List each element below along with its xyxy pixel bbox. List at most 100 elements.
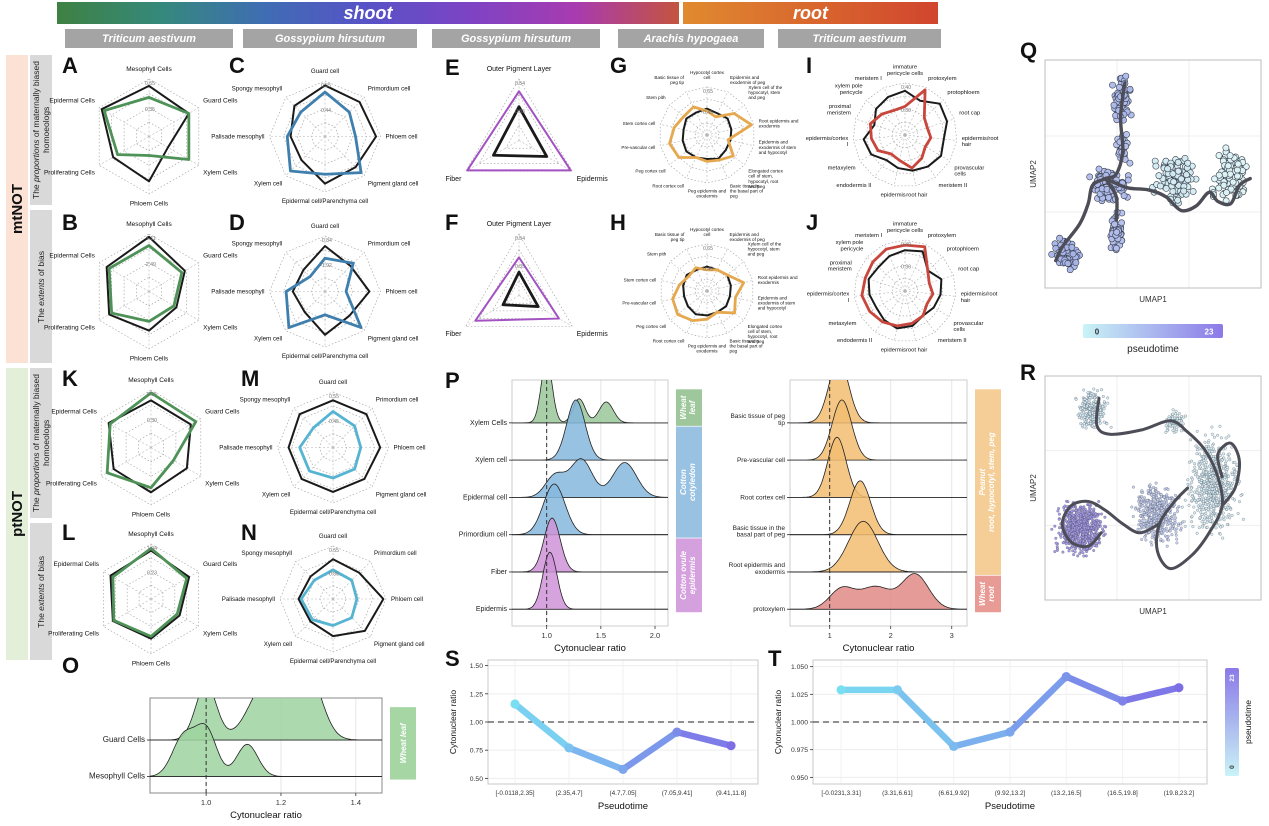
panel-letter-q: Q [1020, 38, 1038, 63]
svg-text:Fiber: Fiber [445, 176, 462, 183]
svg-text:Xylem cell: Xylem cell [254, 335, 282, 342]
panel-letter-s: S [445, 646, 460, 671]
ridge-plot-left: Xylem Cells Xylem cell Epidermal cell Primo… [459, 379, 702, 654]
svg-text:Spongy mesophyll: Spongy mesophyll [241, 550, 292, 557]
svg-text:-1.11: -1.11 [144, 236, 156, 242]
svg-text:protophloem: protophloem [947, 247, 979, 253]
svg-text:23: 23 [1205, 328, 1214, 337]
svg-text:Peg cortex cell: Peg cortex cell [636, 324, 666, 329]
radar-chart-n: 0.55 0.35 Guard cell Primordium cell Phloem … [222, 533, 425, 665]
svg-text:0.54: 0.54 [515, 236, 525, 242]
svg-text:Phloem Cells: Phloem Cells [132, 512, 171, 519]
svg-text:1.050: 1.050 [791, 664, 808, 671]
svg-text:Wheatleaf: Wheatleaf [679, 395, 697, 419]
radar-chart-l: 1.04 0.23 Mesophyll Cells Guard Cells Xylem … [48, 531, 238, 668]
svg-text:Pigment gland cell: Pigment gland cell [374, 641, 425, 648]
root-gradient-bar: root [683, 2, 938, 24]
svg-text:Guard Cells: Guard Cells [203, 97, 238, 104]
svg-text:metaxylem: metaxylem [828, 321, 856, 327]
svg-text:Proliferating Cells: Proliferating Cells [48, 631, 100, 638]
svg-text:Proliferating Cells: Proliferating Cells [44, 324, 96, 331]
svg-text:Mesophyll Cells: Mesophyll Cells [128, 377, 174, 384]
svg-text:Guard cell: Guard cell [311, 223, 339, 230]
svg-text:0.35: 0.35 [515, 109, 525, 115]
svg-text:Outer Pigment Layer: Outer Pigment Layer [487, 221, 552, 228]
species-header-5: Triticum aestivum [778, 29, 941, 48]
svg-text:0: 0 [1229, 765, 1236, 769]
panel-letter-j: J [806, 210, 819, 235]
panel-letter-c: C [229, 53, 245, 78]
svg-text:(6.61,9.92]: (6.61,9.92] [938, 790, 969, 797]
radar-chart-b: -1.11 -2.49 Mesophyll Cells Guard Cells Xyle… [44, 221, 238, 363]
svg-text:Stem pith: Stem pith [646, 95, 666, 100]
svg-text:Primordium cell: Primordium cell [368, 86, 411, 93]
svg-text:(2.35,4.7]: (2.35,4.7] [555, 790, 582, 797]
svg-text:Epidermal Cells: Epidermal Cells [54, 561, 100, 568]
svg-text:1.025: 1.025 [791, 692, 808, 699]
svg-text:Xylem Cells: Xylem Cells [203, 169, 238, 176]
svg-text:0.55: 0.55 [145, 81, 155, 87]
svg-text:Stem cortex cell: Stem cortex cell [624, 277, 657, 282]
svg-text:Peg cortex cell: Peg cortex cell [635, 169, 665, 174]
svg-text:Palisade mesophyll: Palisade mesophyll [211, 289, 264, 296]
svg-text:Guard Cells: Guard Cells [205, 408, 240, 415]
svg-text:Pigment gland cell: Pigment gland cell [368, 335, 419, 342]
svg-text:Epidermis: Epidermis [577, 331, 609, 338]
svg-text:(13.2,16.5]: (13.2,16.5] [1051, 790, 1082, 797]
svg-text:0.40: 0.40 [901, 242, 911, 248]
svg-text:Phloem cell: Phloem cell [394, 445, 426, 452]
svg-text:0.44: 0.44 [321, 108, 331, 114]
svg-text:epidermis: epidermis [881, 348, 906, 354]
svg-text:-2.49: -2.49 [144, 262, 156, 268]
svg-text:protophloem: protophloem [947, 90, 979, 96]
svg-text:(9.92,13.2]: (9.92,13.2] [995, 790, 1026, 797]
svg-text:endodermis II: endodermis II [837, 338, 873, 344]
panel-letter-h: H [610, 210, 626, 235]
svg-text:(3.31,6.61]: (3.31,6.61] [882, 790, 913, 797]
svg-text:0.50: 0.50 [470, 776, 483, 783]
svg-text:Phloem Cells: Phloem Cells [132, 661, 171, 668]
svg-text:0.55: 0.55 [329, 548, 339, 554]
svg-text:Stem cortex cell: Stem cortex cell [623, 121, 656, 126]
svg-text:Pigment gland cell: Pigment gland cell [368, 180, 419, 187]
radar-chart-m: 0.55 0.45 Guard cell Primordium cell Phloem … [219, 379, 426, 516]
svg-text:Proliferating Cells: Proliferating Cells [44, 169, 96, 176]
svg-text:0.45: 0.45 [703, 267, 713, 273]
ridge-plot-wheat-leaf: Guard Cells Mesophyll Cells 1.0 1.2 1.4 Cyton… [89, 697, 416, 821]
panel-letter-b: B [62, 210, 78, 235]
svg-text:pseudotime: pseudotime [1243, 700, 1253, 744]
svg-text:0.30: 0.30 [901, 265, 911, 271]
panel-letter-a: A [62, 53, 78, 78]
svg-text:Epidermal cell/Parenchyma cell: Epidermal cell/Parenchyma cell [290, 509, 376, 516]
species-header-1: Triticum aestivum [65, 29, 233, 48]
svg-text:Phloem cell: Phloem cell [386, 134, 418, 141]
svg-text:Mesophyll Cells: Mesophyll Cells [126, 66, 172, 73]
svg-text:[-0.0118,2.35]: [-0.0118,2.35] [496, 790, 535, 797]
svg-text:0.55: 0.55 [321, 83, 331, 89]
svg-text:root cap: root cap [958, 267, 979, 273]
svg-text:-1.92: -1.92 [320, 263, 332, 269]
svg-text:UMAP1: UMAP1 [1139, 607, 1167, 616]
svg-text:Xylem cell: Xylem cell [262, 491, 290, 498]
svg-text:Mesophyll Cells: Mesophyll Cells [126, 221, 172, 228]
svg-text:Root cortex cell: Root cortex cell [652, 183, 684, 188]
svg-text:Pre-vascular cell: Pre-vascular cell [737, 457, 786, 464]
svg-text:Spongy mesophyll: Spongy mesophyll [232, 241, 283, 248]
svg-text:Guard cell: Guard cell [311, 68, 339, 75]
svg-text:1.50: 1.50 [470, 663, 483, 670]
